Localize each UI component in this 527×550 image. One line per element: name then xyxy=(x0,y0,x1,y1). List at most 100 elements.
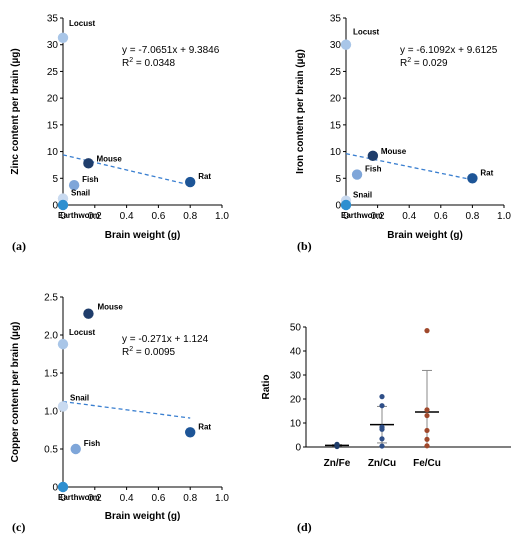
y-tick-label: 20 xyxy=(330,94,342,105)
ratio-point xyxy=(379,424,385,430)
x-tick-label: 0.8 xyxy=(183,211,197,222)
data-point-locust xyxy=(340,39,352,50)
r-squared: R2 = 0.0095 xyxy=(122,346,176,358)
ratio-point xyxy=(379,436,385,442)
y-tick-label: 30 xyxy=(290,371,302,382)
y-tick-label: 1.5 xyxy=(44,369,58,380)
data-point-snail xyxy=(57,401,69,412)
point-label-mouse: Mouse xyxy=(381,147,407,156)
ratio-point xyxy=(424,412,430,419)
ratio-point xyxy=(334,441,340,447)
regression-equation: y = -0.271x + 1.124 xyxy=(122,334,209,345)
x-axis-title: Brain weight (g) xyxy=(105,511,181,522)
y-axis-title: Zinc content per brain (µg) xyxy=(10,48,21,174)
y-tick-label: 10 xyxy=(47,147,59,158)
category-label: Fe/Cu xyxy=(413,458,441,469)
point-label-rat: Rat xyxy=(480,168,493,177)
data-point-locust xyxy=(57,338,69,350)
category-label: Zn/Fe xyxy=(324,458,351,469)
chart-panel-d: (d) 0 10 20 30 40 50 Ratio Zn/Fe Zn/Cu Fe/Cu xyxy=(261,323,511,534)
y-tick-label: 50 xyxy=(290,323,302,334)
x-tick-label: 0 xyxy=(60,493,66,504)
y-tick-label: 10 xyxy=(330,147,342,158)
point-label-rat: Rat xyxy=(198,422,211,431)
category-label: Zn/Cu xyxy=(368,458,396,469)
x-tick-label: 1.0 xyxy=(215,493,229,504)
y-tick-label: 2.0 xyxy=(44,331,58,342)
r-squared-value: = 0.0348 xyxy=(133,58,175,69)
y-tick-label: 5 xyxy=(335,174,341,185)
y-tick-label: 20 xyxy=(290,395,302,406)
r-squared-value: = 0.029 xyxy=(411,58,448,69)
ratio-point xyxy=(379,403,385,409)
y-axis-title: Iron content per brain (µg) xyxy=(295,49,306,174)
data-point-mouse xyxy=(367,150,379,162)
x-tick-label: 0 xyxy=(60,211,66,222)
y-tick-label: 35 xyxy=(330,14,342,25)
y-tick-label: 25 xyxy=(330,67,342,78)
point-label-earthworm: Earthworm xyxy=(58,211,100,220)
y-tick-label: 0.5 xyxy=(44,445,58,456)
y-tick-label: 20 xyxy=(47,94,59,105)
y-tick-label: 30 xyxy=(330,40,342,51)
r-squared-exponent: 2 xyxy=(129,346,133,353)
ratio-point xyxy=(424,427,430,434)
y-axis-title: Copper content per brain (µg) xyxy=(10,322,21,463)
data-point-rat xyxy=(185,427,196,438)
y-tick-label: 10 xyxy=(290,419,302,430)
x-tick-label: 0.8 xyxy=(183,493,197,504)
ratio-point xyxy=(424,407,430,413)
x-tick-label: 0.2 xyxy=(371,211,385,222)
x-tick-label: 0.8 xyxy=(465,211,479,222)
point-label-fish: Fish xyxy=(82,175,99,184)
y-tick-label: 5 xyxy=(52,174,58,185)
point-label-fish: Fish xyxy=(84,439,101,448)
trend-line xyxy=(345,153,473,181)
x-tick-label: 0.4 xyxy=(120,493,134,504)
y-tick-label: 40 xyxy=(290,347,302,358)
point-label-locust: Locust xyxy=(69,328,96,337)
y-tick-label: 15 xyxy=(47,120,59,131)
ratio-point xyxy=(424,436,430,442)
y-tick-label: 0 xyxy=(52,201,58,212)
r-squared: R2 = 0.0348 xyxy=(122,57,176,69)
point-label-fish: Fish xyxy=(365,165,382,174)
r-squared-exponent: 2 xyxy=(407,57,411,64)
data-point-earthworm xyxy=(57,199,69,211)
r-squared-value: = 0.0095 xyxy=(133,347,175,358)
data-point-mouse xyxy=(83,158,94,169)
point-label-earthworm: Earthworm xyxy=(58,493,100,502)
y-tick-label: 15 xyxy=(330,120,342,131)
trend-line xyxy=(62,154,191,186)
point-label-snail: Snail xyxy=(353,191,372,200)
trend-line xyxy=(62,400,191,419)
x-axis-title: Brain weight (g) xyxy=(387,230,463,241)
r-squared-symbol: R xyxy=(400,58,407,69)
ratio-point xyxy=(379,443,385,449)
y-tick-label: 2.5 xyxy=(44,293,58,304)
x-tick-label: 0.2 xyxy=(88,211,102,222)
ratio-point xyxy=(424,328,430,334)
ratio-point xyxy=(424,443,430,449)
panel-label: (a) xyxy=(12,239,26,253)
x-tick-label: 0.4 xyxy=(120,211,134,222)
y-axis-title: Ratio xyxy=(261,375,272,400)
data-point-fish xyxy=(70,443,81,455)
panel-label: (d) xyxy=(297,520,312,534)
x-tick-label: 1.0 xyxy=(497,211,511,222)
y-tick-label: 0 xyxy=(335,201,341,212)
r-squared-exponent: 2 xyxy=(129,57,133,64)
point-label-mouse: Mouse xyxy=(97,303,123,312)
x-tick-label: 0.2 xyxy=(88,493,102,504)
data-point-rat xyxy=(467,173,478,184)
r-squared-symbol: R xyxy=(122,347,129,358)
point-label-snail: Snail xyxy=(71,189,90,198)
point-label-rat: Rat xyxy=(198,172,211,181)
x-tick-label: 1.0 xyxy=(215,211,229,222)
y-tick-label: 30 xyxy=(47,40,59,51)
x-tick-label: 0.6 xyxy=(151,493,165,504)
ratio-point xyxy=(379,394,385,400)
